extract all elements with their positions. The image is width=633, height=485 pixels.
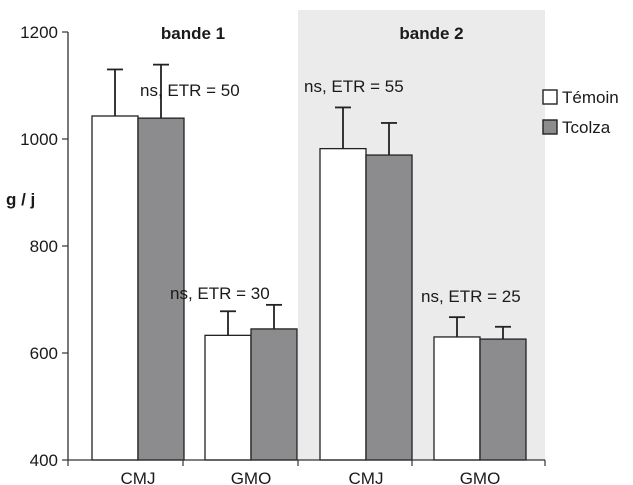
y-ticks-layer: 400 600 800 1000 1200 xyxy=(20,23,68,470)
category-label: GMO xyxy=(231,469,272,485)
legend-label-tcolza: Tcolza xyxy=(562,118,611,137)
category-label: CMJ xyxy=(349,469,384,485)
labels-layer: g / j bande 1 CMJ GMO bande 2 CMJ GMO ns, ETR … xyxy=(6,24,521,485)
bar-tcolza-4 xyxy=(479,338,527,461)
bar-tcolza-2 xyxy=(250,328,298,461)
panel-title-1: bande 1 xyxy=(161,24,225,43)
legend-swatch-temoin xyxy=(542,89,558,105)
bar-temoin-4 xyxy=(433,336,481,461)
significance-annotation: ns, ETR = 25 xyxy=(421,287,521,306)
y-axis-label: g / j xyxy=(6,190,35,209)
bar-temoin-1 xyxy=(91,115,139,461)
panel-title-2: bande 2 xyxy=(399,24,463,43)
bar-temoin-2 xyxy=(204,334,252,461)
y-tick-label: 1000 xyxy=(20,130,58,149)
y-tick-label: 400 xyxy=(30,451,58,470)
category-label: CMJ xyxy=(121,469,156,485)
legend-label-temoin: Témoin xyxy=(562,88,619,107)
y-tick-label: 600 xyxy=(30,344,58,363)
category-label: GMO xyxy=(460,469,501,485)
significance-annotation: ns, ETR = 50 xyxy=(140,81,240,100)
bar-temoin-3 xyxy=(319,147,367,461)
significance-annotation: ns, ETR = 30 xyxy=(170,284,270,303)
bars-layer xyxy=(91,63,527,461)
y-tick-label: 800 xyxy=(30,237,58,256)
legend: Témoin Tcolza xyxy=(542,88,619,137)
bar-tcolza-3 xyxy=(365,154,413,461)
legend-swatch-tcolza xyxy=(542,119,558,135)
y-tick-label: 1200 xyxy=(20,23,58,42)
significance-annotation: ns, ETR = 55 xyxy=(304,77,404,96)
x-ticks-layer xyxy=(67,460,546,466)
